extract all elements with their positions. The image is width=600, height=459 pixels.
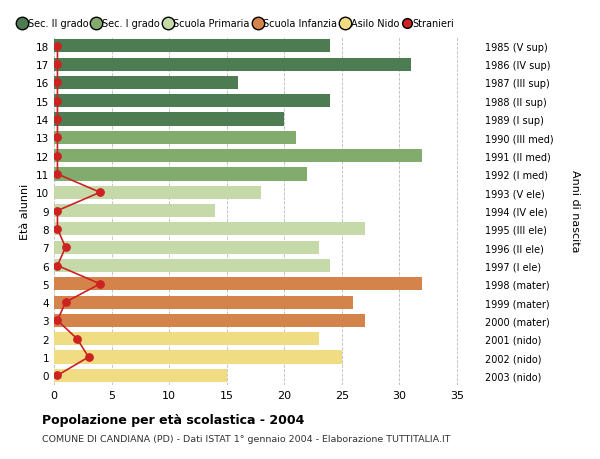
Point xyxy=(53,372,62,379)
Point xyxy=(53,171,62,178)
Point xyxy=(95,280,105,288)
Point xyxy=(53,98,62,105)
Bar xyxy=(54,241,319,254)
Point xyxy=(53,317,62,325)
Point xyxy=(61,244,70,252)
Bar xyxy=(54,332,319,346)
Bar xyxy=(54,205,215,218)
Bar xyxy=(54,168,307,181)
Text: COMUNE DI CANDIANA (PD) - Dati ISTAT 1° gennaio 2004 - Elaborazione TUTTITALIA.I: COMUNE DI CANDIANA (PD) - Dati ISTAT 1° … xyxy=(42,434,451,443)
Point xyxy=(53,79,62,87)
Bar xyxy=(54,186,261,200)
Point xyxy=(53,226,62,233)
Bar xyxy=(54,113,284,126)
Bar xyxy=(54,95,331,108)
Bar xyxy=(54,58,411,72)
Bar xyxy=(54,150,422,163)
Point xyxy=(61,299,70,306)
Y-axis label: Anni di nascita: Anni di nascita xyxy=(570,170,580,252)
Legend: Sec. II grado, Sec. I grado, Scuola Primaria, Scuola Infanzia, Asilo Nido, Stran: Sec. II grado, Sec. I grado, Scuola Prim… xyxy=(16,16,458,33)
Bar xyxy=(54,40,331,53)
Point xyxy=(53,43,62,50)
Y-axis label: Età alunni: Età alunni xyxy=(20,183,31,239)
Point xyxy=(53,134,62,142)
Text: Popolazione per età scolastica - 2004: Popolazione per età scolastica - 2004 xyxy=(42,413,304,426)
Point xyxy=(53,262,62,269)
Bar xyxy=(54,369,227,382)
Bar xyxy=(54,132,296,145)
Point xyxy=(53,116,62,123)
Point xyxy=(53,207,62,215)
Point xyxy=(53,153,62,160)
Bar xyxy=(54,314,365,327)
Bar xyxy=(54,296,353,309)
Bar xyxy=(54,351,342,364)
Point xyxy=(95,189,105,196)
Point xyxy=(84,353,94,361)
Bar xyxy=(54,259,331,273)
Point xyxy=(53,62,62,69)
Bar xyxy=(54,223,365,236)
Bar xyxy=(54,278,422,291)
Bar xyxy=(54,77,238,90)
Point xyxy=(72,336,82,343)
